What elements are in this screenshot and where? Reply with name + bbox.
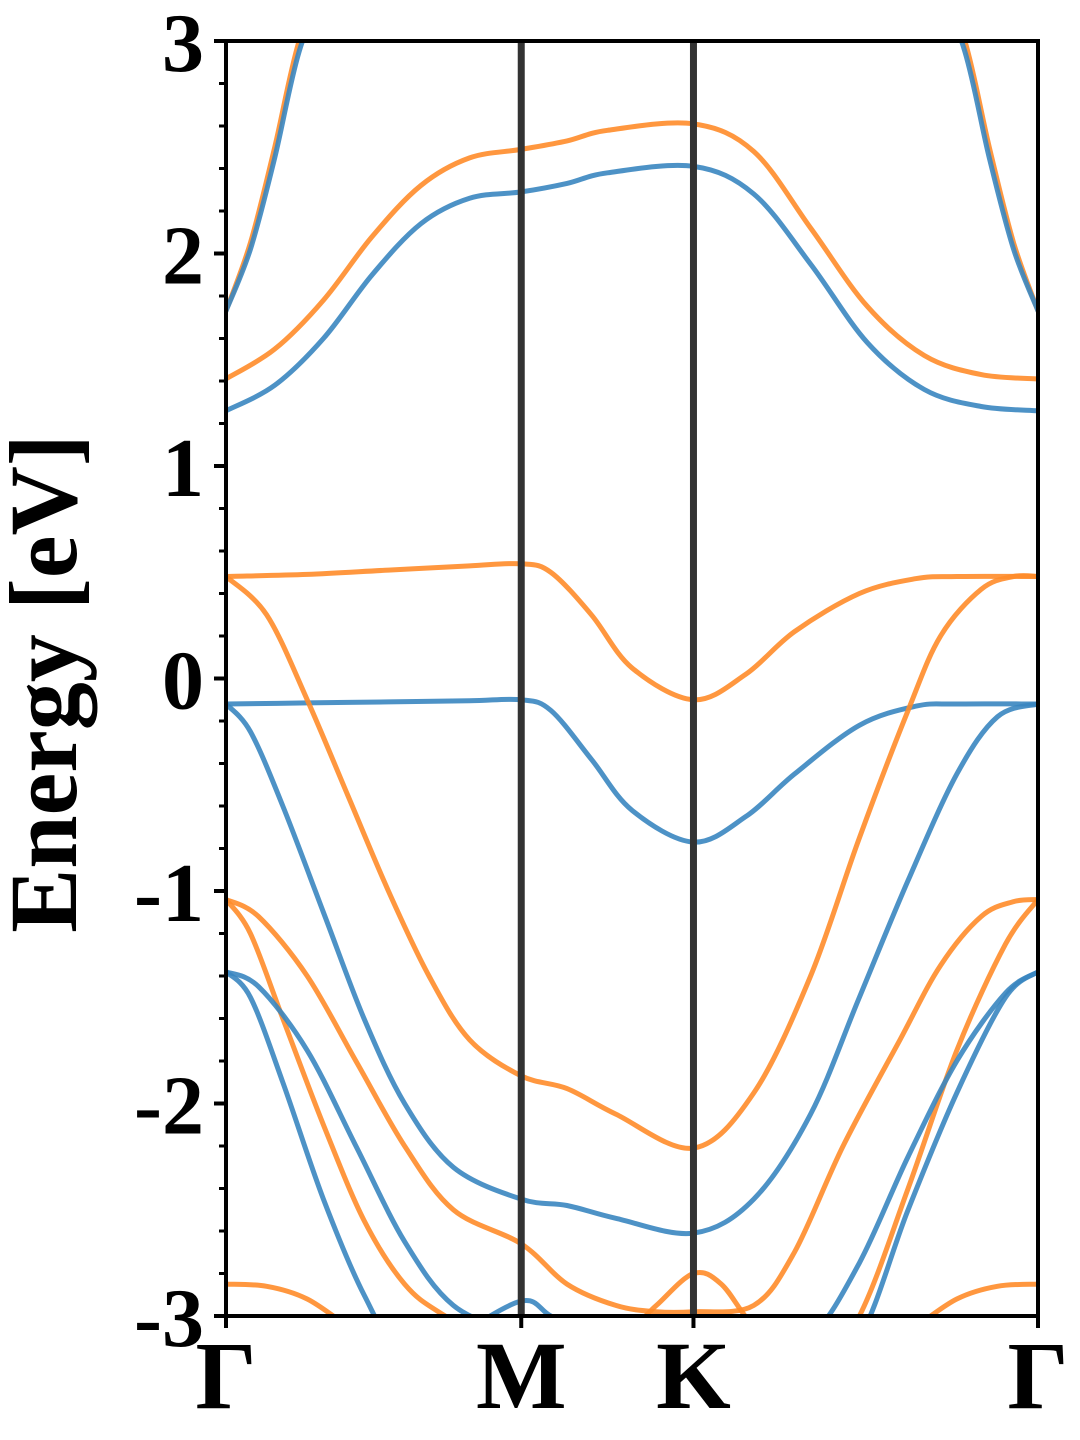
band-line-5 [226, 120, 1038, 382]
band-line-8 [226, 696, 1038, 845]
band-lines [226, 41, 1038, 1316]
x-tick-label: M [476, 1322, 567, 1429]
x-tick-label: Γ [1007, 1322, 1068, 1429]
y-tick-label: 3 [162, 0, 204, 90]
y-tick-label: -2 [134, 1060, 204, 1153]
band-line-10 [226, 701, 1038, 1237]
band-line-7 [226, 561, 1038, 703]
band-line-12 [226, 897, 1038, 1316]
band-line-4 [958, 41, 1038, 314]
y-axis-ticks: -3 -2 -1 0 1 2 3 [134, 0, 226, 1365]
y-tick-label: 1 [162, 422, 204, 515]
band-line-6 [226, 162, 1038, 414]
y-tick-label: 0 [162, 635, 204, 728]
band-line-14 [226, 969, 1038, 1316]
y-axis-label: Energy [eV] [0, 434, 97, 933]
band-line-2 [226, 41, 306, 314]
band-line-16 [926, 1281, 1038, 1316]
y-tick-label: 2 [162, 210, 204, 303]
y-tick-label: -1 [134, 847, 204, 940]
x-tick-label: Γ [195, 1322, 256, 1429]
band-line-9 [226, 573, 1038, 1151]
high-symmetry-lines [517, 41, 697, 1316]
x-tick-label: K [656, 1322, 731, 1429]
band-line-15 [226, 1281, 338, 1316]
band-line-13 [226, 969, 1038, 1316]
plot-frame [224, 39, 1040, 1318]
band-line-1 [226, 41, 302, 314]
band-line-3 [962, 41, 1038, 314]
y-tick-label: -3 [134, 1272, 204, 1365]
band-line-11 [226, 897, 1038, 1316]
